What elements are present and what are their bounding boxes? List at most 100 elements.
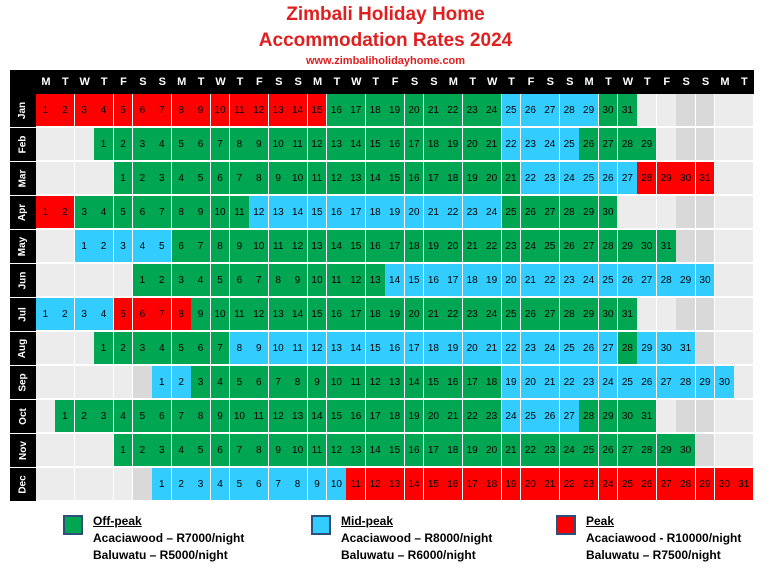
day-cell-mid: 19 — [443, 332, 464, 365]
day-cell-mid: 22 — [559, 366, 580, 399]
day-cell-off: 28 — [598, 230, 619, 263]
month-label: Jul — [10, 298, 36, 331]
day-cell-mid: 12 — [307, 332, 328, 365]
day-cell-mid: 15 — [404, 264, 425, 297]
empty-cell — [734, 162, 755, 195]
day-cell-off: 13 — [385, 366, 405, 399]
empty-cell — [656, 400, 677, 433]
mid-peak-heading: Mid-peak — [341, 514, 394, 528]
month-label: Nov — [10, 434, 36, 467]
empty-cell — [55, 332, 76, 365]
day-cell-mid: 1 — [152, 468, 173, 501]
website-link[interactable]: www.zimbaliholidayhome.com — [305, 55, 466, 67]
day-cell-off: 19 — [424, 230, 444, 263]
month-name: Feb — [17, 135, 29, 154]
month-label: Jun — [10, 264, 36, 297]
day-cell-off: 29 — [637, 128, 658, 161]
day-cell-mid: 28 — [676, 366, 696, 399]
weekday-header: M — [579, 70, 600, 94]
empty-cell — [656, 94, 677, 127]
day-cell-off: 12 — [365, 366, 386, 399]
month-label: Aug — [10, 332, 36, 365]
weekday-header: S — [424, 70, 444, 94]
day-cell-mid: 13 — [327, 332, 347, 365]
day-cell-mid: 19 — [385, 196, 405, 229]
day-cell-mid: 20 — [521, 366, 541, 399]
day-cell-off: 18 — [385, 400, 405, 433]
day-cell-mid: 16 — [327, 196, 347, 229]
empty-cell — [715, 298, 735, 331]
header-corner — [10, 70, 36, 94]
day-cell-mid: 9 — [307, 468, 328, 501]
day-cell-peak: 18 — [482, 468, 502, 501]
day-cell-off: 18 — [404, 230, 425, 263]
empty-cell — [74, 468, 95, 501]
empty-cell — [656, 196, 677, 229]
day-cell-peak: 31 — [695, 162, 716, 195]
day-cell-mid: 26 — [598, 162, 619, 195]
day-cell-off: 30 — [637, 230, 658, 263]
empty-cell — [715, 196, 735, 229]
weekday-header: T — [94, 70, 115, 94]
day-cell-mid: 21 — [482, 332, 502, 365]
day-cell-mid: 24 — [540, 128, 561, 161]
empty-cell — [715, 332, 735, 365]
day-cell-off: 11 — [307, 434, 328, 467]
day-cell-off: 7 — [152, 196, 173, 229]
day-cell-off: 31 — [618, 94, 638, 127]
empty-cell — [676, 298, 696, 331]
day-cell-mid: 15 — [307, 196, 328, 229]
day-cell-peak: 8 — [171, 94, 192, 127]
empty-cell — [55, 468, 76, 501]
empty-cell — [715, 434, 735, 467]
day-cell-off: 7 — [171, 400, 192, 433]
day-cell-mid: 16 — [424, 264, 444, 297]
day-cell-mid: 19 — [501, 366, 522, 399]
weekday-header: S — [288, 70, 309, 94]
day-cell-off: 5 — [113, 196, 134, 229]
day-cell-off: 17 — [365, 400, 386, 433]
day-cell-mid: 9 — [249, 332, 270, 365]
day-cell-off: 21 — [424, 94, 444, 127]
day-cell-off: 11 — [307, 162, 328, 195]
day-cell-peak: 5 — [113, 298, 134, 331]
day-cell-off: 24 — [559, 434, 580, 467]
empty-cell — [656, 298, 677, 331]
day-cell-off: 12 — [346, 264, 367, 297]
day-cell-mid: 27 — [559, 400, 580, 433]
peak-baluwatu-rate: Baluwatu – R7500/night — [586, 548, 721, 562]
day-cell-peak: 29 — [695, 468, 716, 501]
day-cell-off: 17 — [424, 162, 444, 195]
empty-cell — [74, 128, 95, 161]
weekday-header: S — [268, 70, 289, 94]
day-cell-mid: 22 — [521, 162, 541, 195]
day-cell-off: 26 — [559, 230, 580, 263]
month-name: Apr — [17, 203, 29, 222]
day-cell-off: 27 — [540, 298, 561, 331]
day-cell-peak: 6 — [133, 94, 153, 127]
empty-cell — [94, 434, 114, 467]
day-cell-off: 10 — [210, 196, 231, 229]
empty-cell — [734, 196, 755, 229]
day-cell-mid: 2 — [171, 468, 192, 501]
day-cell-off: 11 — [230, 196, 250, 229]
weekday-header: S — [695, 70, 716, 94]
day-cell-peak: 14 — [404, 468, 425, 501]
off-peak-swatch — [63, 515, 83, 535]
day-cell-off: 11 — [249, 400, 270, 433]
day-cell-off: 29 — [656, 434, 677, 467]
day-cell-mid: 22 — [501, 128, 522, 161]
month-name: Nov — [17, 441, 29, 460]
peak-heading: Peak — [586, 514, 615, 528]
day-cell-peak: 23 — [579, 468, 599, 501]
day-cell-mid: 24 — [482, 196, 502, 229]
day-cell-peak: 15 — [424, 468, 444, 501]
weekday-header: M — [307, 70, 328, 94]
weekday-header: T — [637, 70, 658, 94]
day-cell-off: 15 — [365, 128, 386, 161]
day-cell-off: 18 — [443, 162, 464, 195]
day-cell-off: 14 — [307, 400, 328, 433]
day-cell-off: 9 — [191, 196, 211, 229]
day-cell-off: 21 — [501, 434, 522, 467]
month-label: May — [10, 230, 36, 263]
